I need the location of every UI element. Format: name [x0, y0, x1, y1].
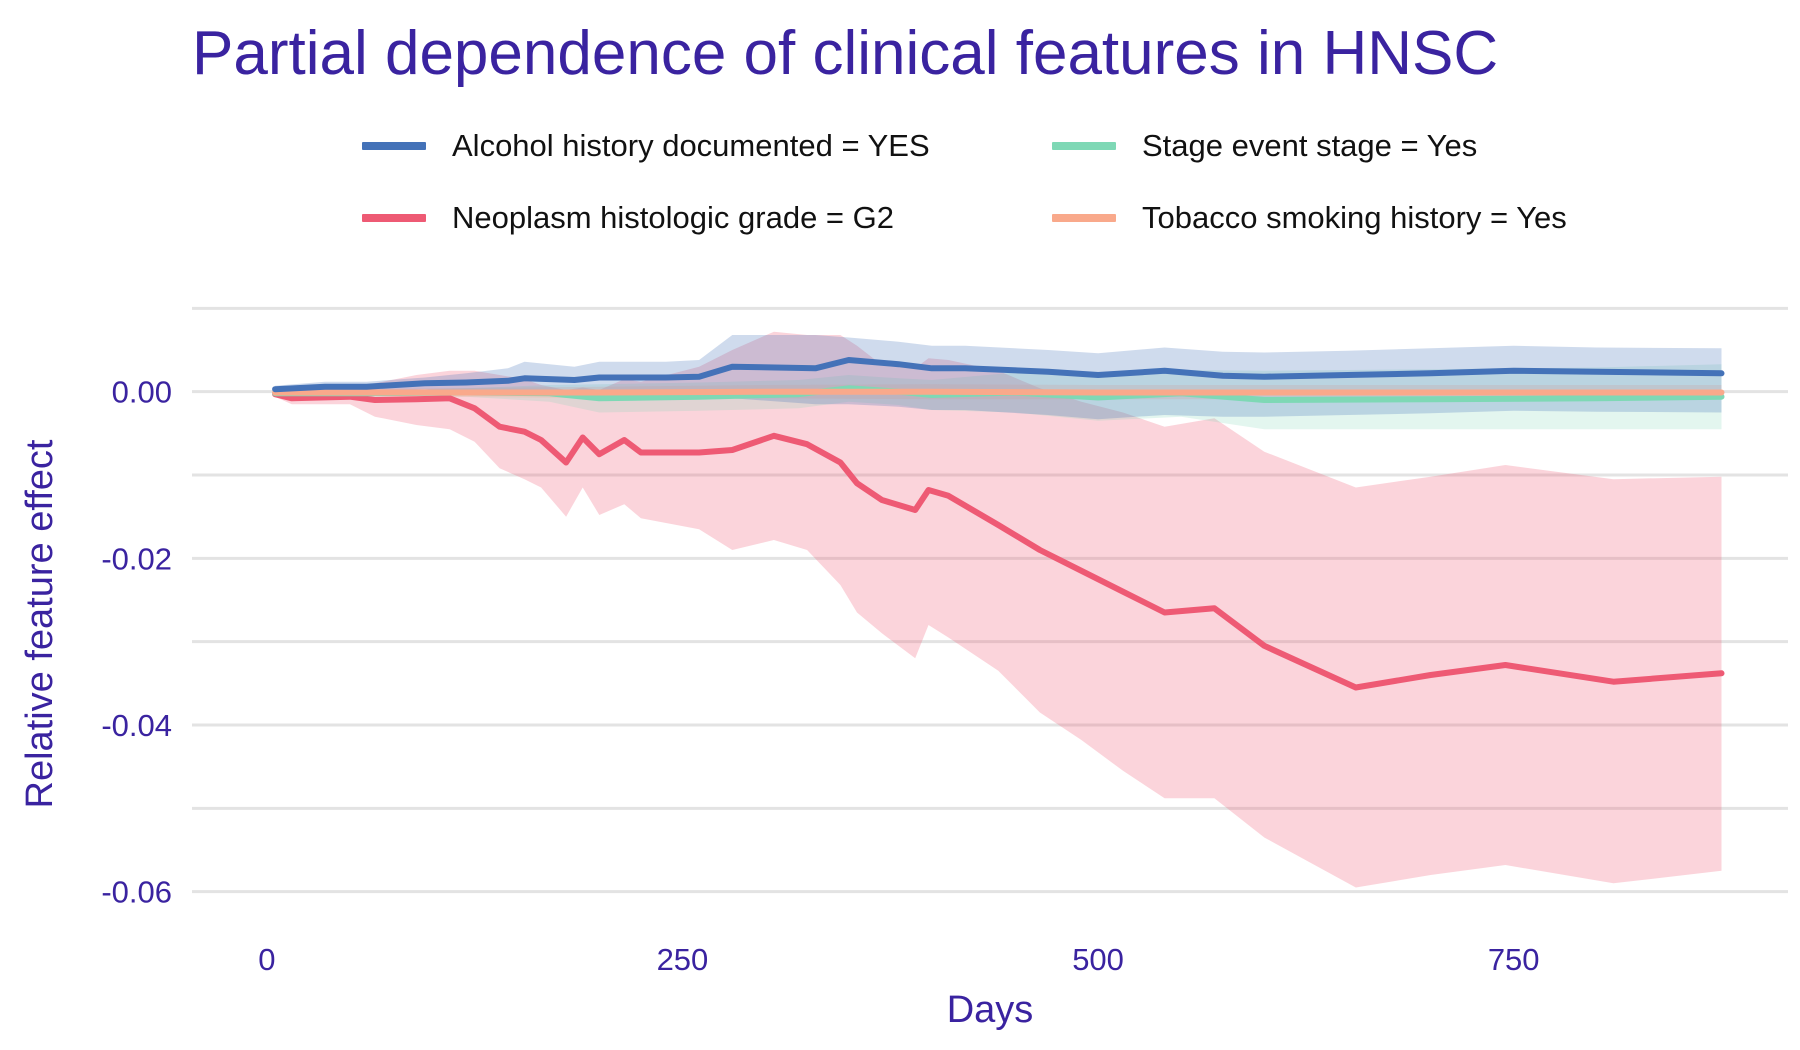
legend-item-tobacco: Tobacco smoking history = Yes [1052, 198, 1567, 238]
legend-swatch-neoplasm [362, 214, 426, 222]
chart-legend: Alcohol history documented = YES Stage e… [362, 122, 1712, 252]
chart-title: Partial dependence of clinical features … [192, 19, 1499, 88]
series-lines [272, 357, 1725, 691]
legend-item-neoplasm: Neoplasm histologic grade = G2 [362, 198, 894, 238]
series-line [272, 391, 1725, 691]
x-tick-label: 0 [258, 942, 275, 977]
confidence-bands [275, 331, 1722, 888]
confidence-band [275, 331, 1722, 888]
x-axis-ticks: 0 250 500 750 [258, 942, 1539, 977]
x-tick-label: 250 [657, 942, 709, 977]
series-line [272, 388, 1725, 396]
legend-label-neoplasm: Neoplasm histologic grade = G2 [452, 200, 894, 235]
y-axis-ticks: 0.00 -0.02 -0.04 -0.06 [101, 375, 172, 910]
y-axis-title: Relative feature effect [19, 439, 61, 808]
x-tick-label: 750 [1488, 942, 1540, 977]
x-tick-label: 500 [1072, 942, 1124, 977]
legend-swatch-tobacco [1052, 214, 1116, 222]
y-tick-label: -0.06 [101, 875, 172, 910]
y-tick-label: -0.02 [101, 541, 172, 576]
legend-label-alcohol: Alcohol history documented = YES [452, 128, 930, 163]
legend-item-alcohol: Alcohol history documented = YES [362, 126, 930, 166]
legend-item-stage: Stage event stage = Yes [1052, 126, 1477, 166]
series-line [272, 357, 1725, 393]
legend-label-stage: Stage event stage = Yes [1142, 128, 1478, 163]
legend-label-tobacco: Tobacco smoking history = Yes [1142, 200, 1567, 235]
x-axis-title: Days [947, 989, 1034, 1031]
legend-swatch-stage [1052, 142, 1116, 150]
legend-swatch-alcohol [362, 142, 426, 150]
confidence-band [275, 364, 1722, 430]
y-tick-label: 0.00 [112, 375, 172, 410]
y-tick-label: -0.04 [101, 708, 172, 743]
